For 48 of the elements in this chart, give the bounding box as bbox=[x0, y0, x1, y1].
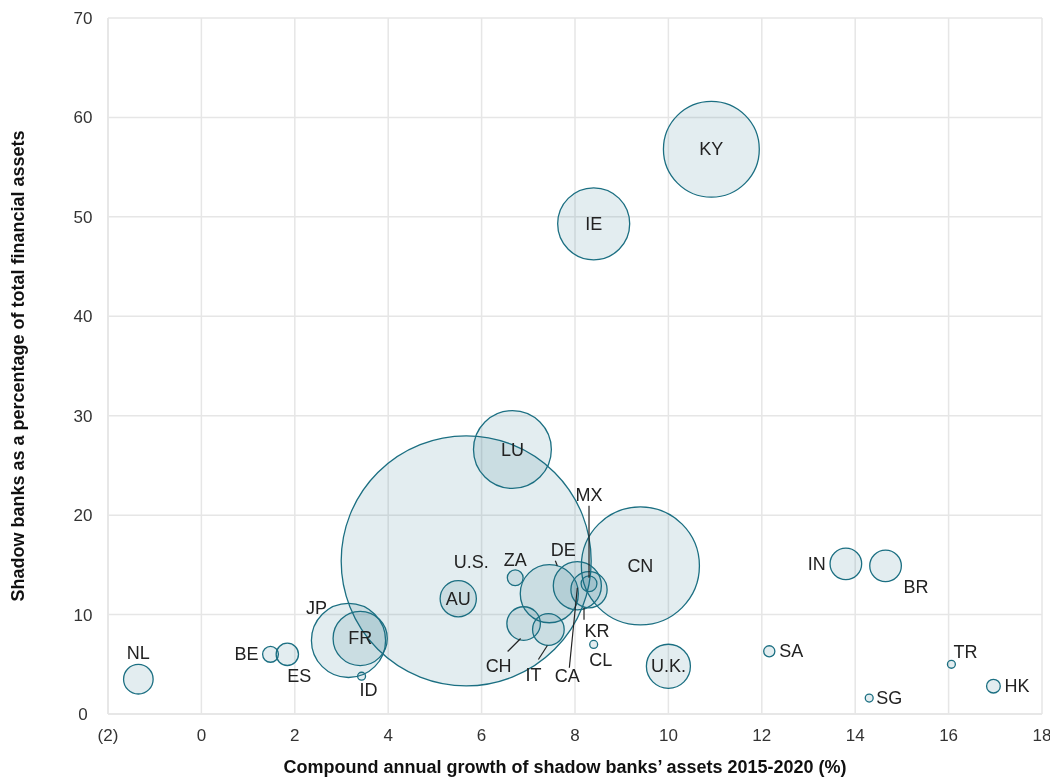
annotation: KR bbox=[584, 620, 610, 641]
x-tick-label: 2 bbox=[290, 726, 300, 745]
annotation: NL bbox=[126, 643, 150, 664]
y-tick-label: 60 bbox=[73, 108, 93, 128]
annotation: CN bbox=[627, 555, 654, 576]
annotation: IT bbox=[525, 665, 542, 686]
y-tick-label: 0 bbox=[78, 705, 88, 724]
x-tick-label: 18 bbox=[1032, 726, 1050, 745]
annotation: MX bbox=[575, 484, 603, 505]
annotation: CH bbox=[485, 655, 512, 676]
y-tick-label: 20 bbox=[73, 506, 93, 526]
annotation: KY bbox=[699, 139, 724, 160]
annotation: U.S. bbox=[453, 551, 489, 572]
annotation: IE bbox=[585, 213, 603, 234]
annotation: SG bbox=[876, 688, 903, 709]
annotation: BE bbox=[234, 644, 259, 665]
y-tick-label: 40 bbox=[73, 307, 93, 327]
annotation: FR bbox=[348, 628, 373, 649]
x-tick-label: 6 bbox=[476, 726, 487, 745]
y-tick-label: 50 bbox=[73, 207, 93, 227]
y-axis-title: Shadow banks as a percentage of total financial assets bbox=[8, 130, 28, 602]
x-tick-label: 16 bbox=[939, 726, 959, 745]
y-tick-label: 70 bbox=[73, 9, 93, 28]
annotation: AU bbox=[445, 588, 471, 609]
annotation: ES bbox=[287, 666, 312, 687]
x-tick-label: 8 bbox=[570, 726, 580, 745]
annotation: CA bbox=[554, 665, 580, 686]
x-axis-title: Compound annual growth of shadow banks’ assets 2015-2020 (%) bbox=[283, 757, 847, 777]
annotation: CL bbox=[589, 650, 613, 671]
annotation: BR bbox=[903, 576, 929, 597]
x-tick-label: 0 bbox=[196, 726, 207, 745]
annotation: SA bbox=[779, 641, 804, 662]
x-tick-label: 12 bbox=[752, 726, 772, 745]
x-tick-label: 14 bbox=[845, 726, 865, 745]
annotation: LU bbox=[500, 439, 524, 460]
annotation: IN bbox=[807, 553, 826, 574]
annotation: TR bbox=[953, 642, 978, 663]
annotation: ZA bbox=[503, 549, 527, 570]
x-tick-label: (2) bbox=[97, 726, 119, 745]
annotation: ID bbox=[359, 680, 378, 701]
x-tick-label: 10 bbox=[658, 726, 678, 745]
x-tick-label: 4 bbox=[383, 726, 393, 745]
annotation: U.K. bbox=[650, 656, 686, 677]
annotation: DE bbox=[550, 539, 576, 560]
y-tick-label: 30 bbox=[73, 406, 93, 426]
annotation: HK bbox=[1004, 676, 1030, 697]
y-tick-label: 10 bbox=[73, 605, 93, 625]
annotation: JP bbox=[306, 598, 328, 619]
